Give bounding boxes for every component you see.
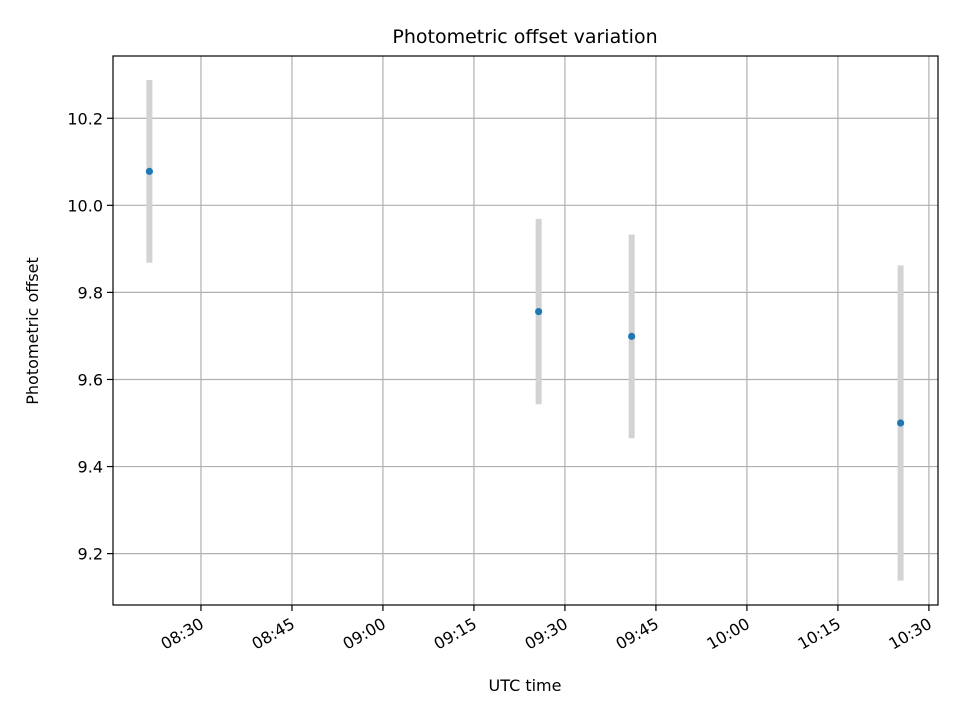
y-tick-label: 10.0 xyxy=(67,196,103,215)
y-tick-label: 10.2 xyxy=(67,109,103,128)
data-markers xyxy=(145,167,905,427)
y-axis-label: Photometric offset xyxy=(23,257,42,405)
y-tick-label: 9.8 xyxy=(78,283,103,302)
plot-frame xyxy=(112,55,939,606)
data-point xyxy=(628,332,636,340)
x-axis-label: UTC time xyxy=(489,676,562,695)
data-point xyxy=(145,167,153,175)
data-point xyxy=(535,307,543,316)
data-point xyxy=(896,419,905,427)
chart-title: Photometric offset variation xyxy=(392,26,657,48)
y-tick-label: 9.2 xyxy=(78,545,103,564)
y-tick-label: 9.6 xyxy=(78,370,103,389)
plot-background xyxy=(113,56,938,605)
grid xyxy=(113,56,938,605)
plot-area xyxy=(112,55,939,606)
y-axis-ticks: 9.2 9.4 9.6 9.8 10.0 10.2 xyxy=(67,109,113,564)
y-tick-label: 9.4 xyxy=(78,458,103,477)
